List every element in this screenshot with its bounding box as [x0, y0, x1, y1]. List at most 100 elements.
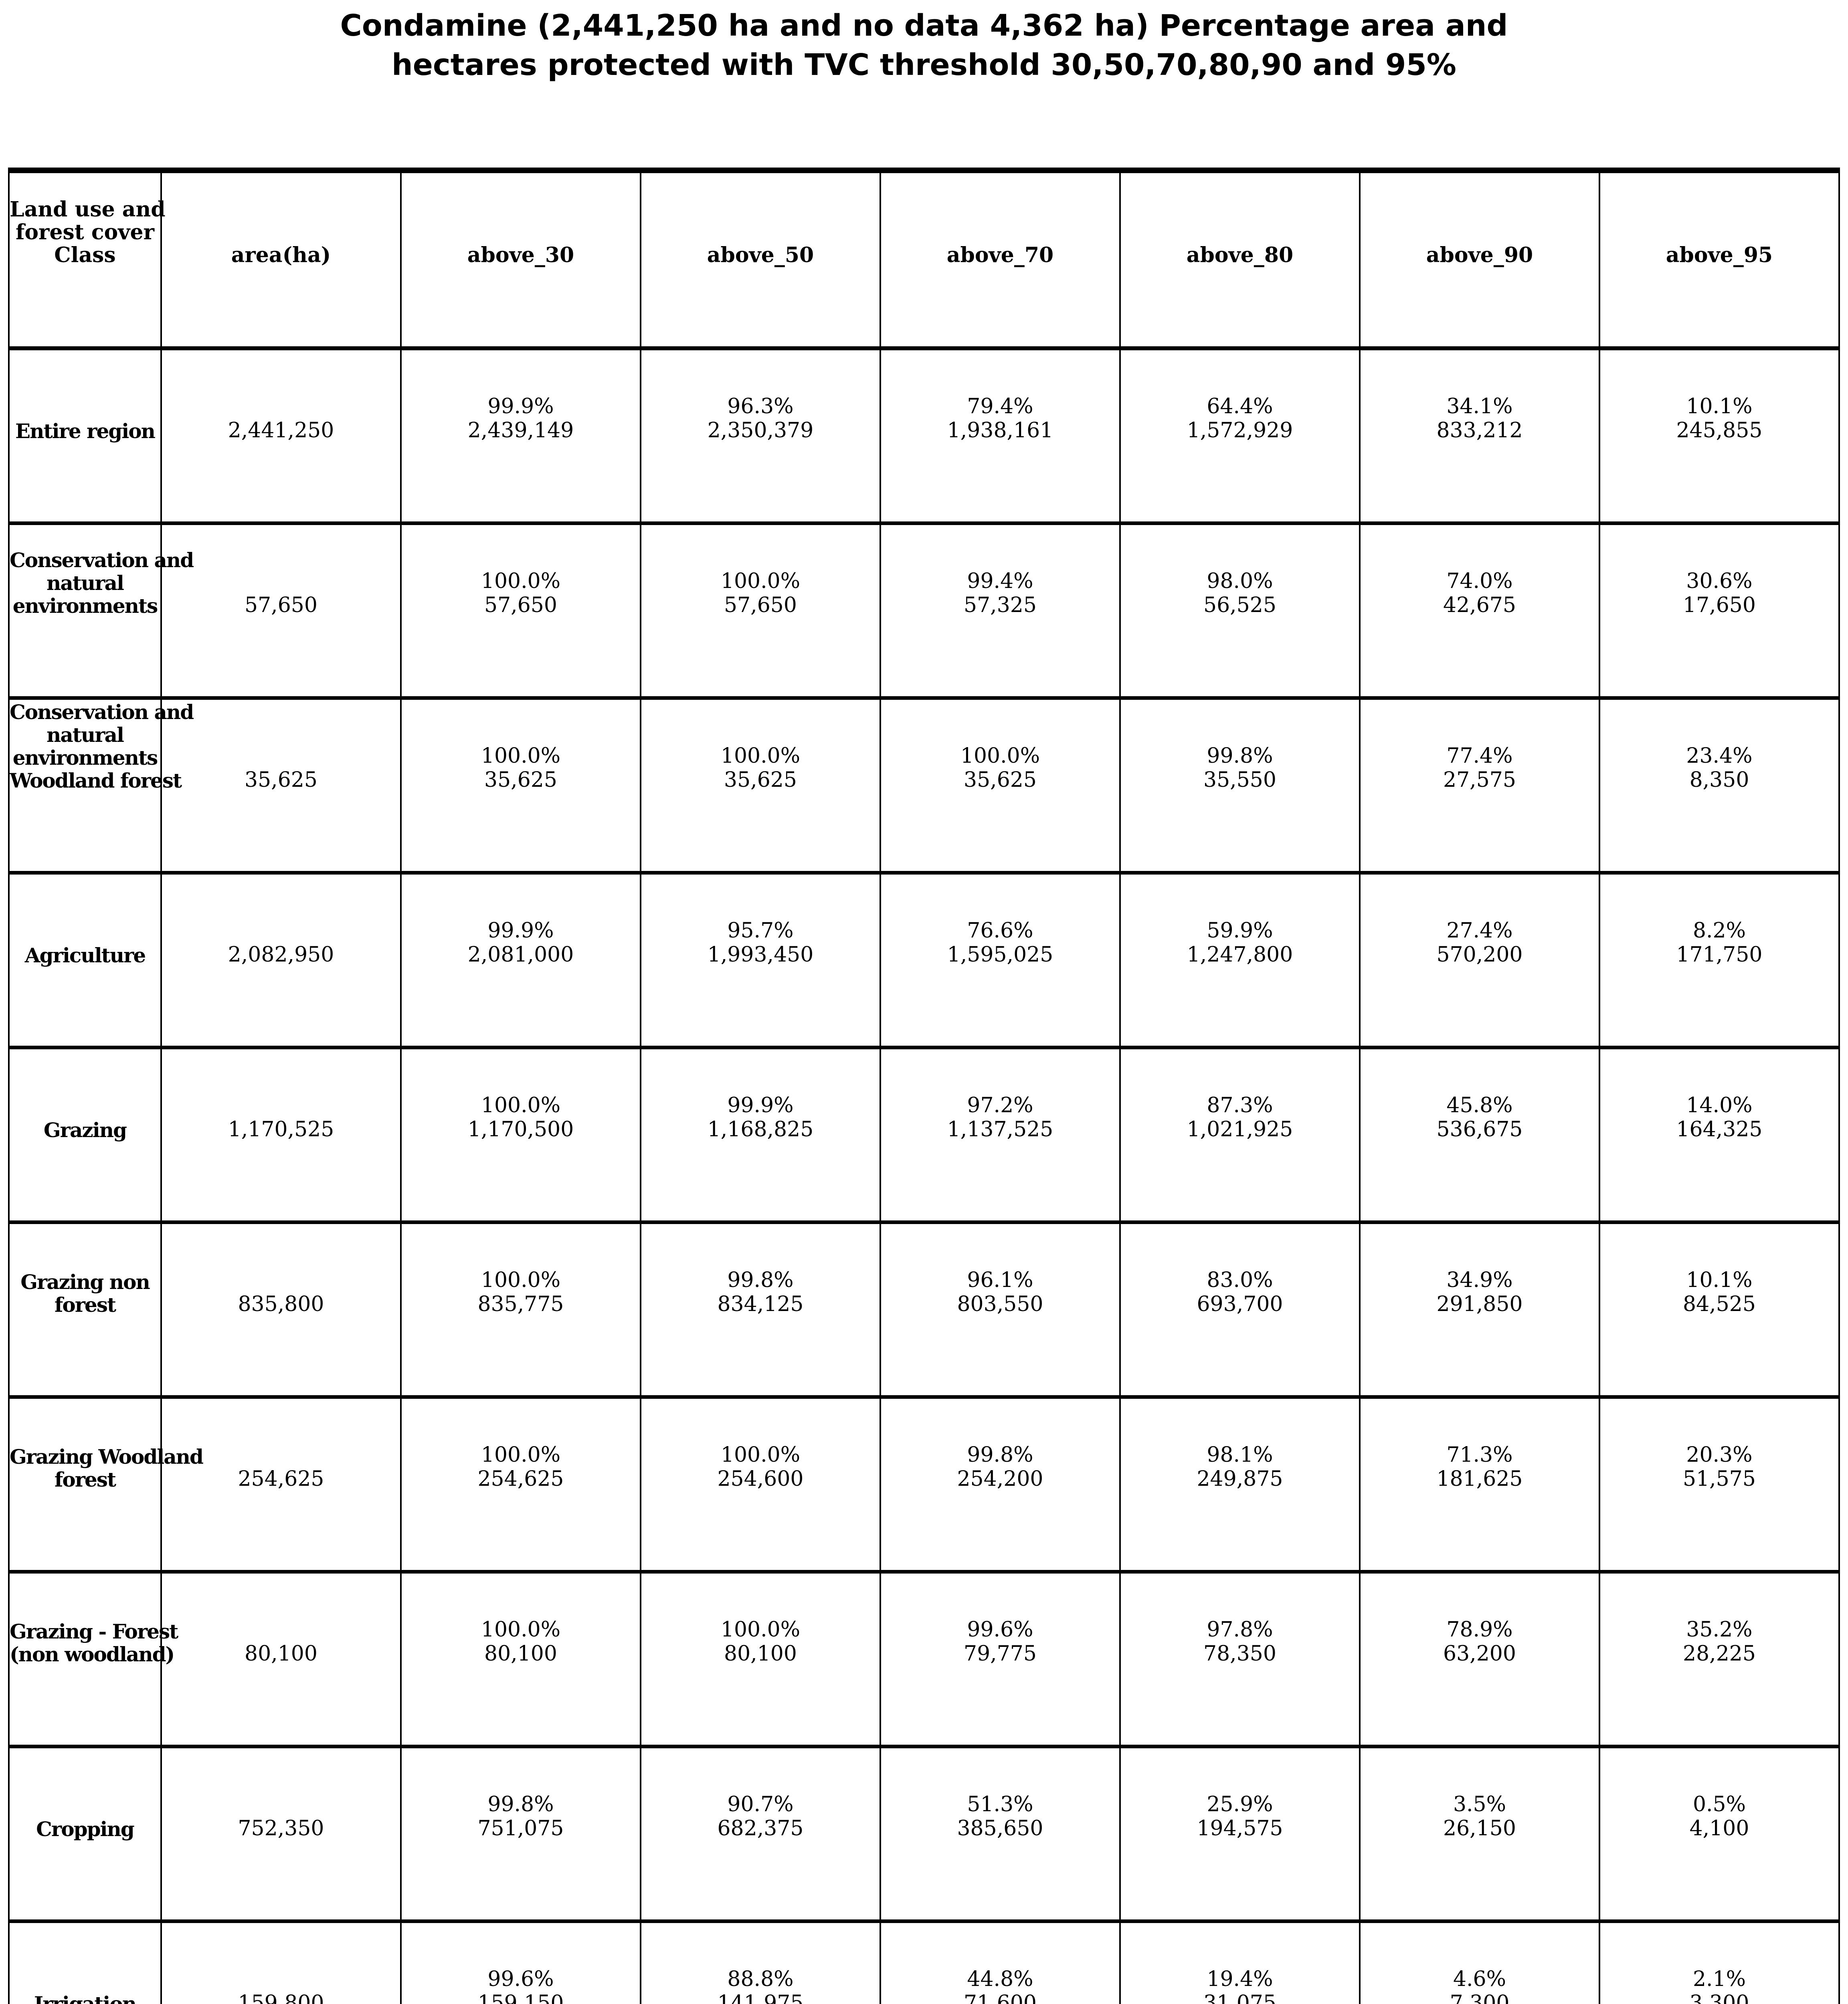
- threshold-cell: 97.2% 1,137,525: [880, 1045, 1121, 1224]
- row-label-cell: Grazing Woodland forest: [8, 1395, 204, 1574]
- threshold-cell: 87.3% 1,021,925: [1119, 1045, 1361, 1224]
- table-row: Conservation and natural environments 57,…: [8, 521, 1840, 700]
- header-cell: above_90: [1359, 168, 1600, 350]
- header-cell: above_95: [1599, 168, 1840, 350]
- table-row: Grazing 1,170,525 100.0% 1,170,500 99.9% 1,16…: [8, 1045, 1840, 1224]
- threshold-cell: 99.6% 79,775: [880, 1570, 1121, 1748]
- table-row: Conservation and natural environments Wo…: [8, 696, 1840, 875]
- table-row: Agriculture 2,082,950 99.9% 2,081,000 95.7% 1…: [8, 871, 1840, 1049]
- tvc-threshold-table: Land use and forest cover Class area(ha) a…: [8, 168, 1840, 2004]
- threshold-cell: 0.5% 4,100: [1599, 1744, 1840, 1923]
- threshold-cell: 51.3% 385,650: [880, 1744, 1121, 1923]
- row-label-cell: Conservation and natural environments Wo…: [8, 696, 194, 875]
- page-title: Condamine (2,441,250 ha and no data 4,36…: [340, 8, 1508, 82]
- table-header: Land use and forest cover Class area(ha) a…: [8, 168, 1840, 350]
- area-cell: 254,625: [160, 1395, 402, 1574]
- area-cell: 1,170,525: [160, 1045, 402, 1224]
- threshold-cell: 99.6% 159,150: [400, 1919, 641, 2004]
- threshold-cell: 35.2% 28,225: [1599, 1570, 1840, 1748]
- threshold-cell: 20.3% 51,575: [1599, 1395, 1840, 1574]
- threshold-cell: 14.0% 164,325: [1599, 1045, 1840, 1224]
- row-label-cell: Conservation and natural environments: [8, 521, 194, 700]
- threshold-cell: 74.0% 42,675: [1359, 521, 1600, 700]
- table-row: Grazing non forest 835,800 100.0% 835,775 99…: [8, 1220, 1840, 1399]
- threshold-cell: 99.8% 254,200: [880, 1395, 1121, 1574]
- threshold-cell: 34.1% 833,212: [1359, 346, 1600, 525]
- threshold-cell: 96.3% 2,350,379: [640, 346, 881, 525]
- threshold-cell: 25.9% 194,575: [1119, 1744, 1361, 1923]
- header-cell: above_70: [880, 168, 1121, 350]
- threshold-cell: 45.8% 536,675: [1359, 1045, 1600, 1224]
- table-row: Grazing Woodland forest 254,625 100.0% 254,…: [8, 1395, 1840, 1574]
- header-cell-class: Land use and forest cover Class: [8, 168, 166, 350]
- threshold-cell: 96.1% 803,550: [880, 1220, 1121, 1399]
- header-cell: area(ha): [160, 168, 402, 350]
- threshold-cell: 100.0% 1,170,500: [400, 1045, 641, 1224]
- threshold-cell: 19.4% 31,075: [1119, 1919, 1361, 2004]
- threshold-cell: 27.4% 570,200: [1359, 871, 1600, 1049]
- table-row: Cropping 752,350 99.8% 751,075 90.7% 682,375 5…: [8, 1744, 1840, 1923]
- threshold-cell: 4.6% 7,300: [1359, 1919, 1600, 2004]
- area-cell: 835,800: [160, 1220, 402, 1399]
- header-cell: above_80: [1119, 168, 1361, 350]
- threshold-cell: 30.6% 17,650: [1599, 521, 1840, 700]
- table-row: Irrigation 159,800 99.6% 159,150 88.8% 141,97…: [8, 1919, 1840, 2004]
- threshold-cell: 83.0% 693,700: [1119, 1220, 1361, 1399]
- threshold-cell: 2.1% 3,300: [1599, 1919, 1840, 2004]
- threshold-cell: 100.0% 57,650: [400, 521, 641, 700]
- threshold-cell: 100.0% 254,625: [400, 1395, 641, 1574]
- table-row: Grazing - Forest (non woodland) 80,100 100…: [8, 1570, 1840, 1748]
- threshold-cell: 98.0% 56,525: [1119, 521, 1361, 700]
- threshold-cell: 99.4% 57,325: [880, 521, 1121, 700]
- threshold-cell: 99.9% 2,439,149: [400, 346, 641, 525]
- table-body: Entire region 2,441,250 99.9% 2,439,149 96.3…: [8, 346, 1840, 2004]
- row-label-cell: Grazing: [8, 1045, 162, 1224]
- threshold-cell: 10.1% 245,855: [1599, 346, 1840, 525]
- row-label-cell: Entire region: [8, 346, 162, 525]
- row-label-cell: Agriculture: [8, 871, 162, 1049]
- threshold-cell: 95.7% 1,993,450: [640, 871, 881, 1049]
- threshold-cell: 100.0% 835,775: [400, 1220, 641, 1399]
- threshold-cell: 99.8% 751,075: [400, 1744, 641, 1923]
- threshold-cell: 100.0% 254,600: [640, 1395, 881, 1574]
- area-cell: 80,100: [160, 1570, 402, 1748]
- threshold-cell: 78.9% 63,200: [1359, 1570, 1600, 1748]
- threshold-cell: 99.9% 2,081,000: [400, 871, 641, 1049]
- threshold-cell: 100.0% 80,100: [640, 1570, 881, 1748]
- threshold-cell: 44.8% 71,600: [880, 1919, 1121, 2004]
- row-label-cell: Cropping: [8, 1744, 162, 1923]
- threshold-cell: 71.3% 181,625: [1359, 1395, 1600, 1574]
- threshold-cell: 88.8% 141,975: [640, 1919, 881, 2004]
- area-cell: 2,082,950: [160, 871, 402, 1049]
- threshold-cell: 90.7% 682,375: [640, 1744, 881, 1923]
- threshold-cell: 10.1% 84,525: [1599, 1220, 1840, 1399]
- area-cell: 752,350: [160, 1744, 402, 1923]
- threshold-cell: 100.0% 35,625: [400, 696, 641, 875]
- header-cell: above_50: [640, 168, 881, 350]
- threshold-cell: 99.9% 1,168,825: [640, 1045, 881, 1224]
- threshold-cell: 100.0% 35,625: [640, 696, 881, 875]
- threshold-cell: 76.6% 1,595,025: [880, 871, 1121, 1049]
- threshold-cell: 98.1% 249,875: [1119, 1395, 1361, 1574]
- table-row: Entire region 2,441,250 99.9% 2,439,149 96.3…: [8, 346, 1840, 525]
- row-label-cell: Grazing - Forest (non woodland): [8, 1570, 178, 1748]
- threshold-cell: 77.4% 27,575: [1359, 696, 1600, 875]
- header-row: Land use and forest cover Class area(ha) a…: [8, 168, 1840, 350]
- header-cell: above_30: [400, 168, 641, 350]
- threshold-cell: 59.9% 1,247,800: [1119, 871, 1361, 1049]
- threshold-cell: 23.4% 8,350: [1599, 696, 1840, 875]
- threshold-cell: 3.5% 26,150: [1359, 1744, 1600, 1923]
- area-cell: 57,650: [160, 521, 402, 700]
- threshold-cell: 100.0% 35,625: [880, 696, 1121, 875]
- area-cell: 159,800: [160, 1919, 402, 2004]
- threshold-cell: 97.8% 78,350: [1119, 1570, 1361, 1748]
- row-label-cell: Grazing non forest: [8, 1220, 162, 1399]
- area-cell: 35,625: [160, 696, 402, 875]
- threshold-cell: 100.0% 57,650: [640, 521, 881, 700]
- threshold-cell: 99.8% 35,550: [1119, 696, 1361, 875]
- threshold-cell: 100.0% 80,100: [400, 1570, 641, 1748]
- threshold-cell: 8.2% 171,750: [1599, 871, 1840, 1049]
- row-label-cell: Irrigation: [8, 1919, 162, 2004]
- threshold-cell: 79.4% 1,938,161: [880, 346, 1121, 525]
